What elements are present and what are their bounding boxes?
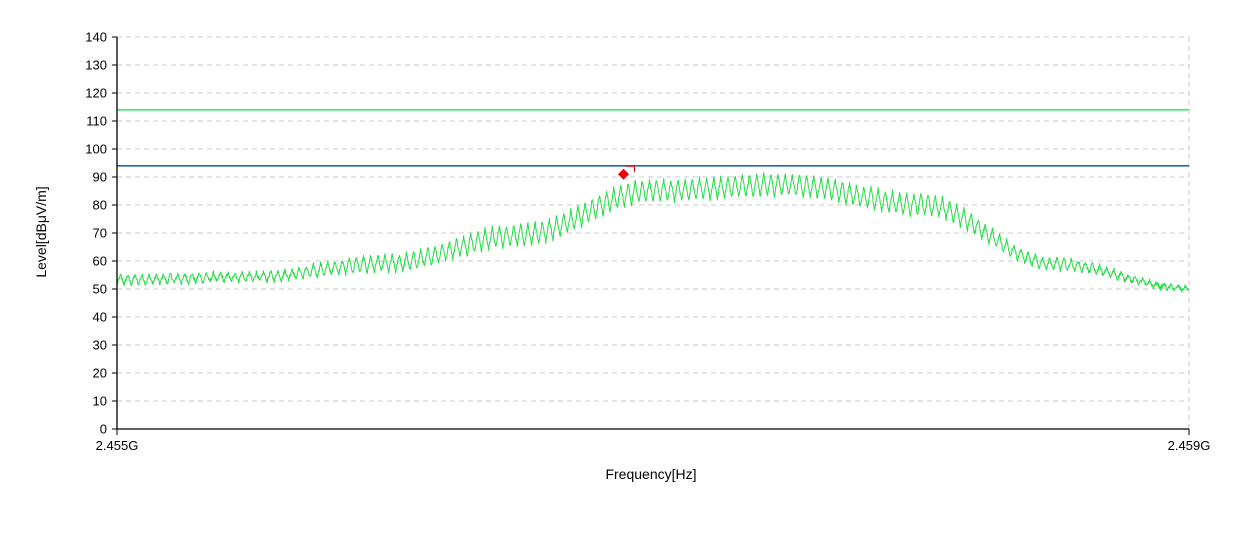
y-tick-label: 140 [85, 30, 107, 45]
grid [117, 36, 1190, 429]
y-tick-label: 110 [86, 114, 107, 129]
x-tick-label: 2.459G [1168, 438, 1211, 453]
y-tick-label: 10 [93, 394, 107, 409]
y-tick-label: 50 [93, 282, 107, 297]
x-tick-label: 2.455G [96, 438, 139, 453]
y-tick-label: 100 [85, 142, 107, 157]
y-axis-title: Level[dBμV/m] [33, 186, 49, 277]
axes: 0 10 20 30 40 50 60 70 80 90 100 110 120 130 140 2.455G… [85, 30, 1210, 454]
series-trace [116, 172, 1190, 293]
y-tick-label: 80 [93, 198, 107, 213]
peak-marker [618, 168, 630, 180]
markers [618, 165, 636, 180]
y-tick-label: 70 [93, 226, 107, 241]
y-tick-label: 20 [93, 366, 107, 381]
y-tick-label: 120 [85, 86, 107, 101]
y-tick-label: 40 [93, 310, 107, 325]
y-tick-label: 0 [100, 422, 107, 437]
x-axis-title: Frequency[Hz] [605, 466, 696, 482]
y-tick-label: 60 [93, 254, 107, 269]
limit-lines [117, 109, 1189, 167]
y-tick-label: 30 [93, 338, 107, 353]
series [116, 172, 1190, 293]
y-tick-label: 130 [85, 58, 107, 73]
y-tick-label: 90 [93, 170, 107, 185]
